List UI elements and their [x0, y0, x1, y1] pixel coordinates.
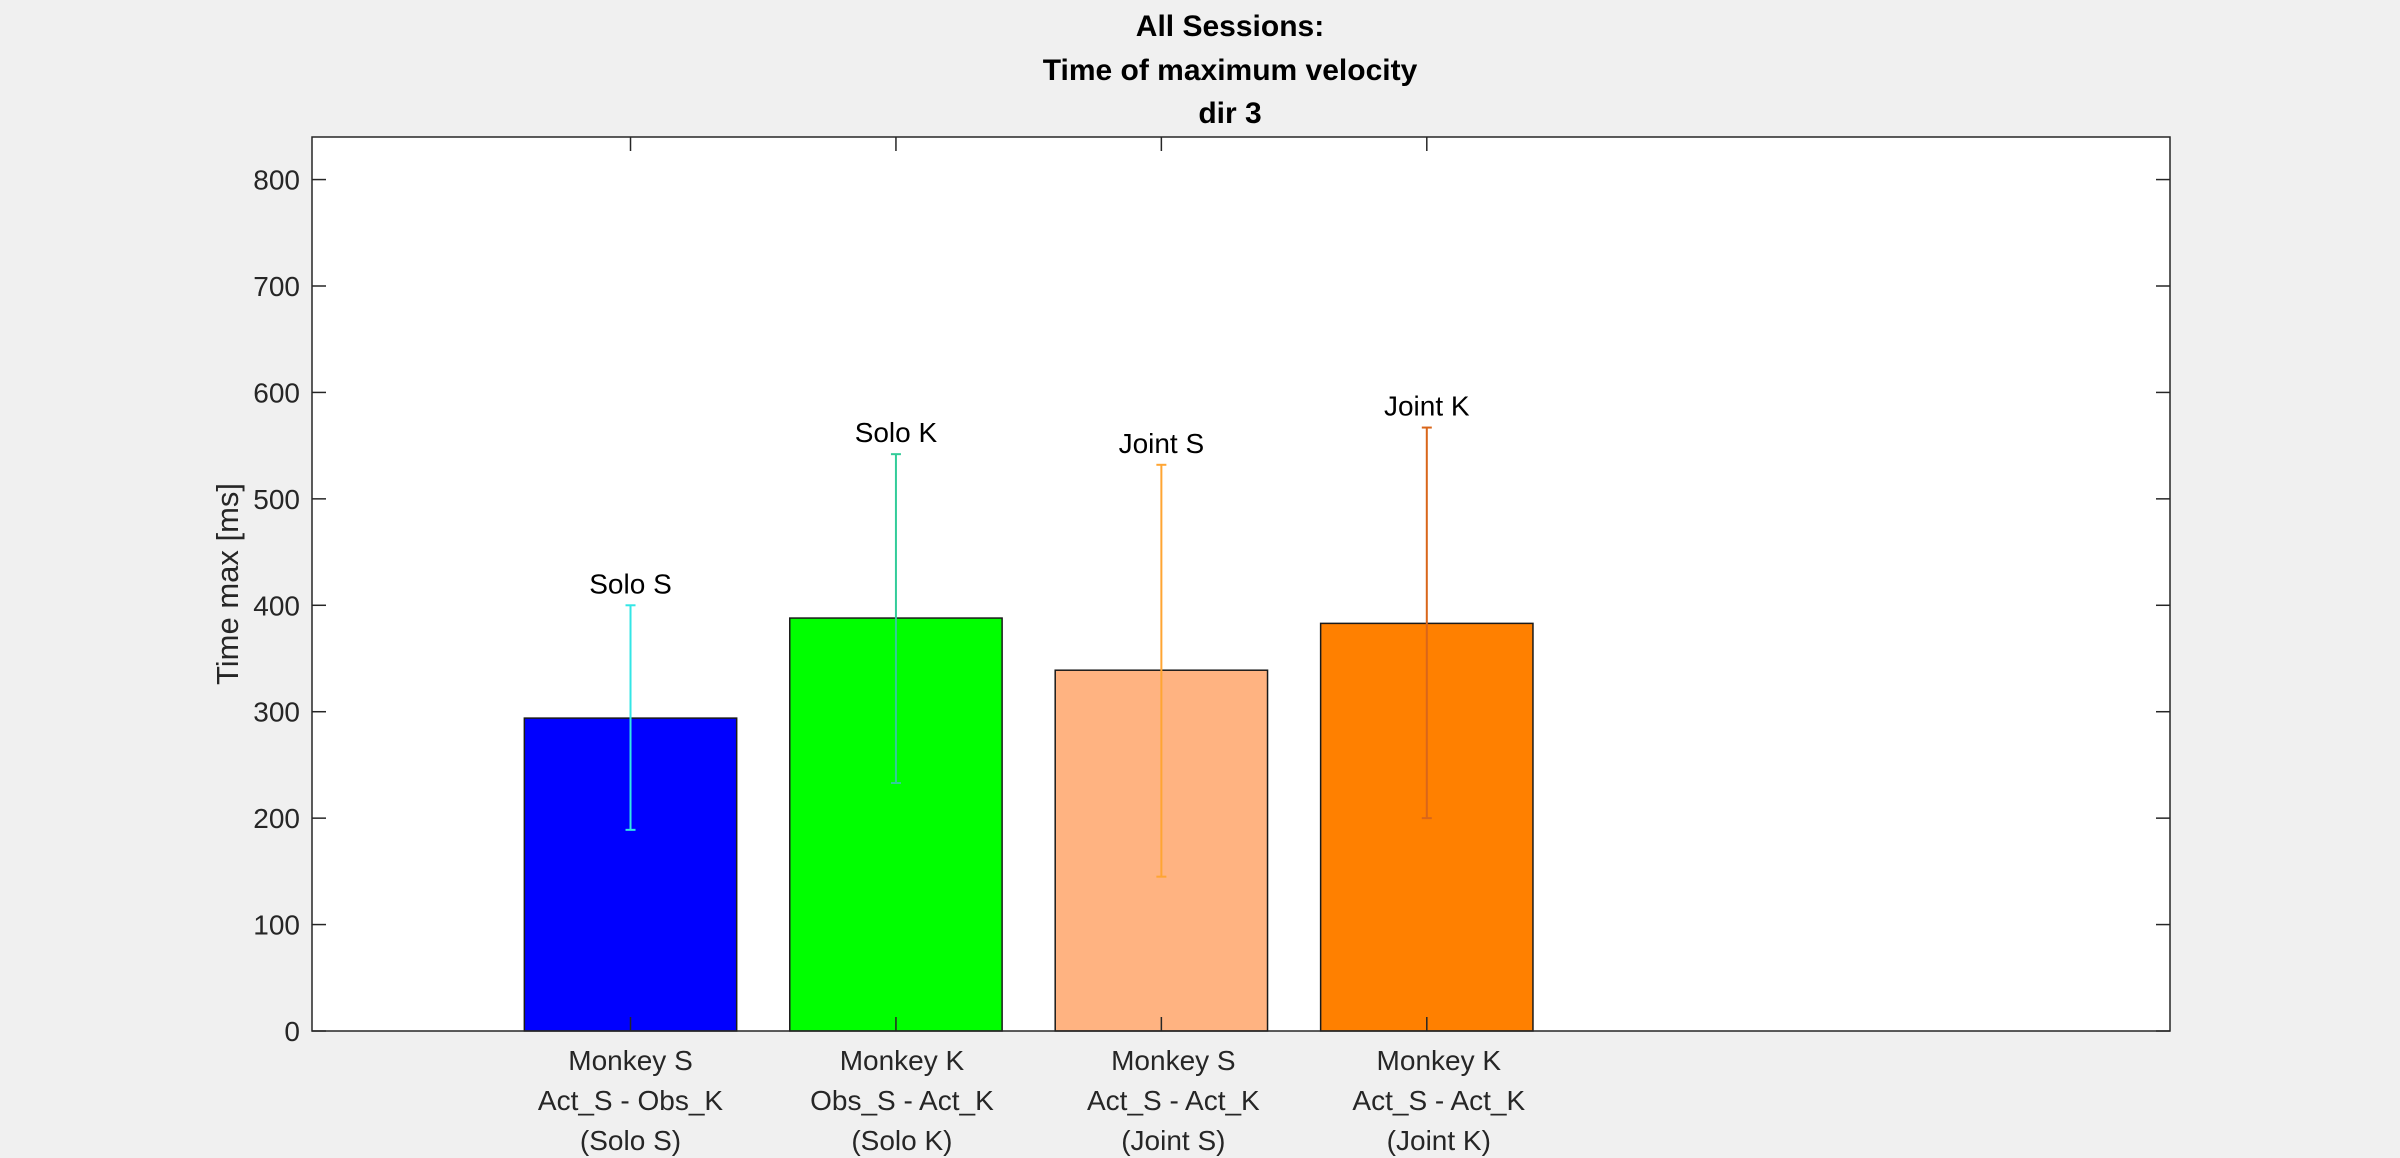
x-tick-label-1-line-1: Monkey S: [568, 1045, 693, 1076]
x-tick-label-2-line-2: Obs_S - Act_K: [810, 1085, 994, 1116]
x-tick-label-2-line-3: (Solo K): [851, 1125, 952, 1156]
x-tick-label-3-line-1: Monkey S: [1111, 1045, 1236, 1076]
y-tick-label-800: 800: [253, 165, 300, 196]
bar-label-4: Joint K: [1384, 391, 1470, 422]
x-tick-label-1-line-3: (Solo S): [580, 1125, 681, 1156]
plot-frame: [311, 136, 2171, 1032]
x-tick-label-2-line-1: Monkey K: [840, 1045, 965, 1076]
bar-annotations-layer: Solo S Solo K Joint S Joint K: [589, 391, 1470, 600]
x-tick-label-1-line-2: Act_S - Obs_K: [538, 1085, 724, 1116]
y-tick-label-0: 0: [284, 1016, 300, 1047]
y-tick-label-100: 100: [253, 910, 300, 941]
y-axis: 0 100 200 300 400 500 600 700 800: [253, 165, 2170, 1047]
y-tick-label-300: 300: [253, 697, 300, 728]
x-tick-label-4-line-1: Monkey K: [1377, 1045, 1502, 1076]
x-tick-label-4-line-3: (Joint K): [1387, 1125, 1491, 1156]
error-bars-layer: [625, 426, 1432, 878]
y-tick-label-700: 700: [253, 271, 300, 302]
y-axis-label: Time max [ms]: [210, 483, 245, 685]
bar-label-1: Solo S: [589, 568, 672, 599]
bar-label-2: Solo K: [855, 417, 938, 448]
y-tick-label-600: 600: [253, 377, 300, 408]
x-tick-label-4-line-2: Act_S - Act_K: [1352, 1085, 1525, 1116]
chart-title-line-2: Time of maximum velocity: [1043, 54, 1418, 87]
chart-title-line-1: All Sessions:: [1136, 10, 1324, 43]
x-axis: Monkey S Act_S - Obs_K (Solo S) Monkey K Obs…: [538, 137, 1525, 1156]
y-tick-label-400: 400: [253, 590, 300, 621]
y-tick-label-200: 200: [253, 803, 300, 834]
x-tick-label-3-line-3: (Joint S): [1121, 1125, 1225, 1156]
chart-title-line-3: dir 3: [1198, 97, 1261, 130]
y-tick-label-500: 500: [253, 484, 300, 515]
x-tick-label-3-line-2: Act_S - Act_K: [1087, 1085, 1260, 1116]
bar-label-3: Joint S: [1119, 428, 1205, 459]
